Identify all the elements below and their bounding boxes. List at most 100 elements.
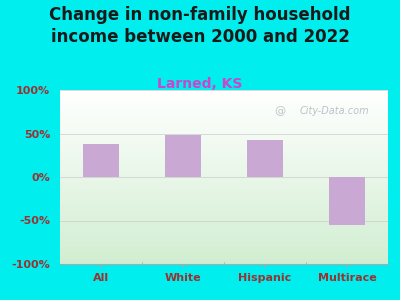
Bar	[60, 240, 388, 241]
Bar	[60, 94, 388, 95]
Bar	[60, 183, 388, 184]
Bar	[60, 109, 388, 110]
Bar	[60, 105, 388, 106]
Bar	[60, 160, 388, 161]
Bar	[60, 246, 388, 247]
Bar	[60, 167, 388, 168]
Bar	[60, 231, 388, 232]
Bar	[60, 113, 388, 114]
Bar	[60, 211, 388, 212]
Bar	[60, 154, 388, 155]
Bar	[60, 260, 388, 261]
Bar	[60, 168, 388, 169]
Bar	[60, 151, 388, 152]
Bar	[60, 191, 388, 192]
Text: City-Data.com: City-Data.com	[300, 106, 369, 116]
Bar	[60, 166, 388, 167]
Bar	[246, 140, 284, 177]
Bar	[60, 92, 388, 93]
Bar	[60, 206, 388, 207]
Bar	[164, 135, 202, 177]
Bar	[60, 245, 388, 246]
Bar	[60, 238, 388, 239]
Bar	[60, 198, 388, 199]
Bar	[60, 169, 388, 170]
Bar	[60, 215, 388, 216]
Bar	[60, 162, 388, 163]
Bar	[60, 161, 388, 162]
Bar	[60, 101, 388, 102]
Bar	[60, 232, 388, 233]
Bar	[60, 165, 388, 166]
Bar	[60, 112, 388, 113]
Bar	[60, 150, 388, 151]
Bar	[60, 130, 388, 131]
Bar	[60, 213, 388, 214]
Bar	[60, 214, 388, 215]
Bar	[60, 243, 388, 244]
Bar	[60, 133, 388, 134]
Bar	[60, 125, 388, 126]
Bar	[60, 149, 388, 150]
Bar	[60, 223, 388, 224]
Bar	[60, 97, 388, 98]
Bar	[60, 107, 388, 108]
Bar	[60, 237, 388, 238]
Bar	[60, 116, 388, 117]
Bar	[60, 155, 388, 156]
Bar	[60, 131, 388, 132]
Bar	[60, 114, 388, 115]
Bar	[60, 135, 388, 136]
Bar	[60, 100, 388, 101]
Bar	[60, 148, 388, 149]
Bar	[60, 147, 388, 148]
Bar	[60, 261, 388, 262]
Bar	[60, 203, 388, 204]
Bar	[60, 258, 388, 259]
Bar	[60, 156, 388, 157]
Bar	[60, 263, 388, 264]
Bar	[60, 234, 388, 235]
Bar	[60, 136, 388, 137]
Bar	[60, 241, 388, 242]
Bar	[60, 250, 388, 251]
Bar	[60, 104, 388, 105]
Bar	[60, 184, 388, 185]
Bar	[60, 95, 388, 96]
Bar	[60, 186, 388, 187]
Bar	[60, 199, 388, 200]
Bar	[60, 188, 388, 189]
Bar	[82, 144, 120, 177]
Bar	[60, 106, 388, 107]
Bar	[60, 98, 388, 99]
Bar	[60, 220, 388, 221]
Bar	[60, 117, 388, 118]
Bar	[60, 96, 388, 97]
Bar	[60, 141, 388, 142]
Bar	[60, 222, 388, 223]
Bar	[60, 236, 388, 237]
Bar	[60, 134, 388, 135]
Bar	[60, 195, 388, 196]
Bar	[60, 175, 388, 176]
Bar	[60, 142, 388, 143]
Bar	[60, 115, 388, 116]
Bar	[60, 200, 388, 201]
Bar	[60, 137, 388, 138]
Bar	[60, 251, 388, 252]
Bar	[60, 152, 388, 153]
Bar	[60, 143, 388, 144]
Bar	[60, 205, 388, 206]
Bar	[60, 119, 388, 120]
Bar	[60, 144, 388, 145]
Bar	[60, 159, 388, 160]
Bar	[60, 171, 388, 172]
Bar	[60, 179, 388, 180]
Bar	[60, 120, 388, 121]
Bar	[60, 153, 388, 154]
Bar	[60, 196, 388, 197]
Bar	[60, 256, 388, 257]
Bar	[60, 217, 388, 218]
Bar	[60, 201, 388, 202]
Bar	[60, 221, 388, 222]
